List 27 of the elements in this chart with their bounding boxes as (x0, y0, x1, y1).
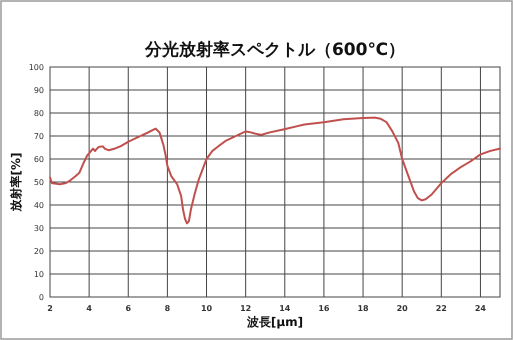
y-axis-title: 放射率[%] (9, 152, 23, 212)
x-tick-label: 8 (164, 304, 171, 313)
y-tick-label: 90 (34, 86, 44, 95)
x-tick-label: 10 (200, 304, 213, 313)
y-tick-label: 70 (34, 132, 44, 141)
x-tick-label: 4 (86, 304, 92, 313)
y-tick-label: 10 (34, 270, 44, 279)
line-series (49, 116, 501, 224)
y-tick-label: 50 (34, 178, 44, 187)
x-tick-label: 16 (318, 304, 330, 313)
x-tick-label: 18 (357, 304, 370, 313)
y-tick-label: 100 (28, 63, 44, 72)
x-axis-title: 波長[μm] (246, 315, 304, 329)
x-tick-label: 12 (240, 304, 252, 313)
x-tick-label: 6 (125, 304, 132, 313)
x-tick-label: 14 (279, 304, 291, 313)
y-tick-label: 80 (34, 109, 44, 118)
x-tick-label: 22 (436, 304, 447, 313)
y-tick-label: 0 (38, 293, 44, 302)
chart-title: 分光放射率スペクトル（600℃） (144, 40, 406, 60)
y-tick-label: 30 (34, 224, 44, 233)
x-tick-label: 20 (396, 304, 408, 313)
y-tick-label: 20 (34, 247, 44, 256)
y-tick-label: 40 (34, 201, 44, 210)
x-tick-label: 2 (47, 304, 53, 313)
x-tick-label: 24 (474, 304, 486, 313)
y-tick-label: 60 (34, 155, 44, 164)
